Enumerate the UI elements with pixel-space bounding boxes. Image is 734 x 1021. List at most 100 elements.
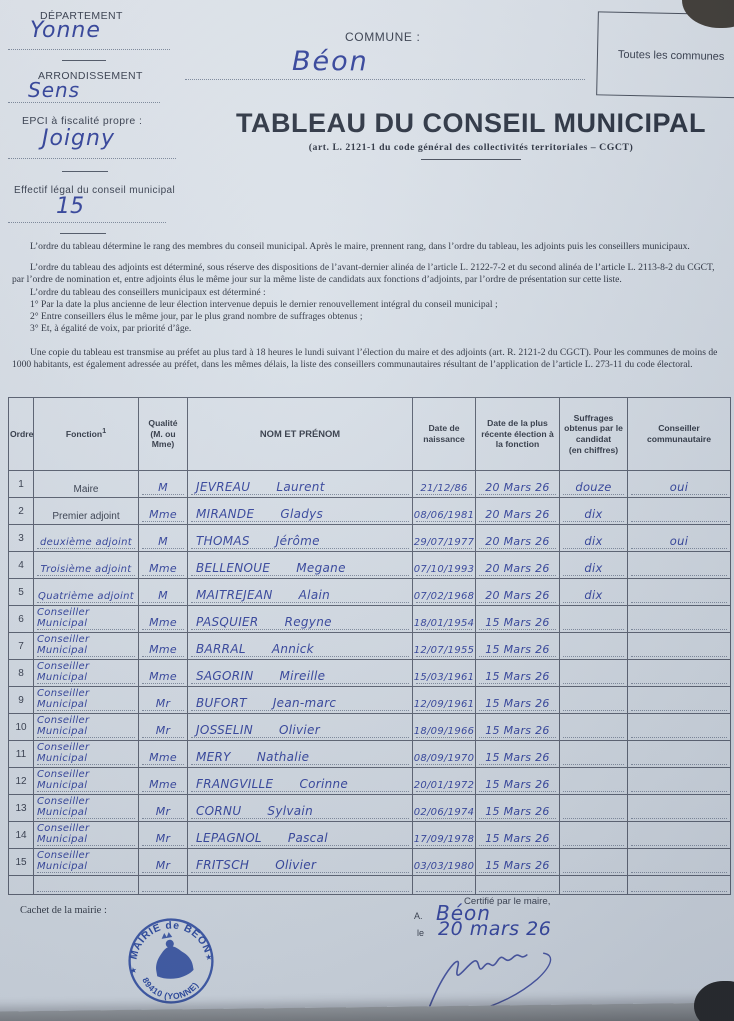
cell-nom-prenom: MERY Nathalie [187, 740, 413, 768]
cell-fonction: Conseiller Municipal [33, 605, 139, 633]
cell-qualite: Mme [138, 767, 188, 795]
table-row: 6 Conseiller Municipal Mme PASQUIER Regyne 18… [8, 605, 731, 633]
given-name: Regyne [284, 615, 332, 629]
table-row: 1 Maire M JEVREAU Laurent 21/12/86 20 Mars 26 d… [8, 470, 731, 498]
cell-conseiller-communautaire [627, 551, 731, 579]
cell-nom-prenom: LEPAGNOL Pascal [187, 821, 413, 849]
cell-suffrages [559, 659, 628, 687]
cell-date-naissance: 12/07/1955 [412, 632, 476, 660]
cell-ordre: 13 [8, 794, 34, 822]
cell-date-naissance: 07/10/1993 [412, 551, 476, 579]
council-table: Ordre Fonction1 Qualité (M. ou Mme) NOM … [8, 397, 731, 895]
cell-ordre: 8 [8, 659, 34, 687]
cell-nom-prenom: MAITREJEAN Alain [187, 578, 413, 606]
cell-suffrages [559, 740, 628, 768]
cell-ordre: 2 [8, 497, 34, 525]
cell-fonction: Conseiller Municipal [33, 767, 139, 795]
table-row: 14 Conseiller Municipal Mr LEPAGNOL Pascal 17… [8, 821, 731, 849]
cell-fonction: Conseiller Municipal [33, 794, 139, 822]
surname: PASQUIER [196, 615, 259, 629]
document-title: TABLEAU DU CONSEIL MUNICIPAL [236, 108, 706, 138]
cell-qualite: Mr [138, 821, 188, 849]
intro-text: L’ordre du tableau détermine le rang des… [12, 241, 726, 372]
cell-nom-prenom: JOSSELIN Olivier [187, 713, 413, 741]
cell-ordre: 1 [8, 470, 34, 498]
cell-conseiller-communautaire [627, 821, 731, 849]
surname: FRITSCH [196, 858, 250, 872]
cell-nom-prenom: FRANGVILLE Corinne [187, 767, 413, 795]
cell-conseiller-communautaire [627, 740, 731, 768]
cell-conseiller-communautaire [627, 632, 731, 660]
cell-ordre: 3 [8, 524, 34, 552]
col-header-communautaire: Conseiller communautaire [627, 397, 731, 471]
cell-suffrages: dix [559, 578, 628, 606]
given-name: Alain [298, 588, 331, 602]
cell-conseiller-communautaire [627, 794, 731, 822]
toutes-les-communes-label: Toutes les communes [617, 48, 725, 63]
cell-date-election: 15 Mars 26 [475, 686, 560, 714]
cell-date-election [475, 875, 560, 895]
cell-nom-prenom: FRITSCH Olivier [187, 848, 413, 876]
table-row: 12 Conseiller Municipal Mme FRANGVILLE Corin… [8, 767, 731, 795]
cell-date-election: 15 Mars 26 [475, 794, 560, 822]
given-name: Mireille [279, 669, 326, 683]
cell-qualite: Mme [138, 740, 188, 768]
council-table-body: 1 Maire M JEVREAU Laurent 21/12/86 20 Mars 26 d… [8, 470, 731, 895]
cell-conseiller-communautaire [627, 686, 731, 714]
cell-nom-prenom: PASQUIER Regyne [187, 605, 413, 633]
cell-date-naissance: 08/09/1970 [412, 740, 476, 768]
arrondissement-label: ARRONDISSEMENT [38, 70, 143, 82]
table-row: 15 Conseiller Municipal Mr FRITSCH Olivier 03… [8, 848, 731, 876]
cell-suffrages [559, 767, 628, 795]
photo-background-band [0, 1002, 734, 1021]
cell-conseiller-communautaire [627, 767, 731, 795]
cell-date-naissance: 12/09/1961 [412, 686, 476, 714]
intro-item-3: 3° Et, à égalité de voix, par priorité d… [30, 323, 192, 335]
epci-label: EPCI à fiscalité propre : [22, 115, 143, 127]
cell-date-election: 15 Mars 26 [475, 605, 560, 633]
certifie-label: Certifié par le maire, [464, 896, 551, 907]
intro-item-1: 1° Par la date la plus ancienne de leur … [30, 298, 498, 310]
a-label: A. [414, 911, 423, 921]
cell-qualite: Mr [138, 713, 188, 741]
surname: SAGORIN [196, 669, 254, 683]
cell-fonction: Conseiller Municipal [33, 632, 139, 660]
cell-qualite: Mr [138, 848, 188, 876]
effectif-underline [60, 233, 106, 234]
stamp-star-left-icon: ★ [129, 966, 138, 976]
cell-ordre: 4 [8, 551, 34, 579]
document-subtitle: (art. L. 2121-1 du code général des coll… [308, 142, 634, 153]
cachet-label: Cachet de la mairie : [20, 905, 107, 916]
table-row: 10 Conseiller Municipal Mr JOSSELIN Olivier 1… [8, 713, 731, 741]
departement-value: Yonne [30, 18, 101, 43]
cell-date-naissance: 20/01/1972 [412, 767, 476, 795]
given-name: Laurent [276, 480, 325, 494]
cell-qualite: Mme [138, 605, 188, 633]
surname: CORNU [196, 804, 242, 818]
cell-fonction: Conseiller Municipal [33, 686, 139, 714]
lieu-value: Béon [436, 901, 491, 925]
cell-conseiller-communautaire [627, 713, 731, 741]
cell-suffrages [559, 605, 628, 633]
cell-date-election: 20 Mars 26 [475, 524, 560, 552]
cell-date-election: 20 Mars 26 [475, 578, 560, 606]
cell-nom-prenom: BARRAL Annick [187, 632, 413, 660]
surname: MAITREJEAN [196, 588, 273, 602]
table-row: 7 Conseiller Municipal Mme BARRAL Annick 12/0… [8, 632, 731, 660]
photo-corner-object-bottom-right [694, 981, 734, 1021]
col-header-suffrages: Suffrages obtenus par le candidat (en ch… [559, 397, 628, 471]
cell-suffrages [559, 794, 628, 822]
cell-qualite: Mr [138, 794, 188, 822]
commune-value: Béon [292, 46, 369, 77]
cell-date-election: 20 Mars 26 [475, 470, 560, 498]
given-name: Pascal [287, 831, 328, 845]
cell-suffrages [559, 875, 628, 895]
cell-suffrages: douze [559, 470, 628, 498]
cell-conseiller-communautaire [627, 659, 731, 687]
table-row: 8 Conseiller Municipal Mme SAGORIN Mireille 1… [8, 659, 731, 687]
cell-date-naissance: 18/01/1954 [412, 605, 476, 633]
cell-conseiller-communautaire [627, 497, 731, 525]
cell-suffrages [559, 713, 628, 741]
cell-ordre: 11 [8, 740, 34, 768]
